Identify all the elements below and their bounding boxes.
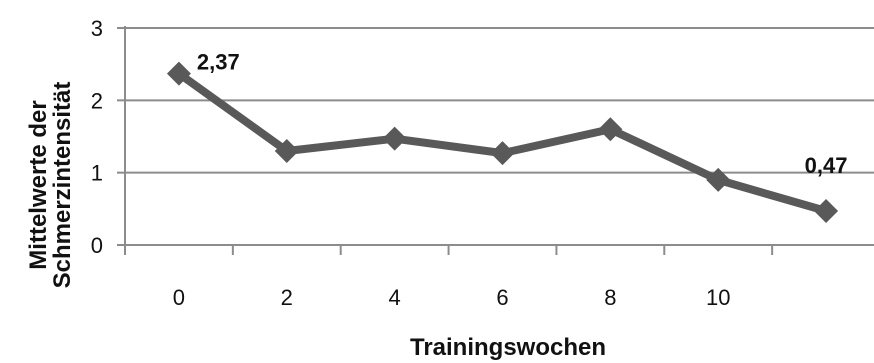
- x-tick-label: 4: [389, 285, 401, 310]
- y-tick-label: 0: [91, 233, 103, 258]
- x-tick-label: 6: [496, 285, 508, 310]
- x-tick-label: 0: [173, 285, 185, 310]
- x-tick-label: 2: [281, 285, 293, 310]
- data-point-marker: [274, 138, 299, 163]
- x-tick-labels: 0 2 4 6 8 10: [173, 285, 731, 310]
- data-point-marker: [382, 126, 407, 151]
- data-point-marker: [166, 61, 191, 86]
- data-label: 0,47: [805, 153, 848, 178]
- y-tick-label: 2: [91, 88, 103, 113]
- y-axis-title: Mittelwerte der Schmerzintensität: [25, 82, 76, 289]
- y-tick-label: 3: [91, 16, 103, 41]
- series-1: [166, 61, 839, 224]
- x-axis-title: Trainingswochen: [410, 334, 606, 361]
- data-point-marker: [490, 141, 515, 166]
- data-labels: 2,37 0,47: [197, 50, 848, 178]
- data-point-marker: [814, 199, 839, 224]
- y-axis-title-line-1: Mittelwerte der: [25, 100, 52, 269]
- data-point-marker: [598, 117, 623, 142]
- data-point-marker: [706, 167, 731, 192]
- gridlines: [125, 27, 874, 174]
- y-tick-labels: 0 1 2 3: [91, 16, 103, 258]
- x-tick-label: 8: [604, 285, 616, 310]
- data-label: 2,37: [197, 50, 240, 75]
- y-tick-label: 1: [91, 161, 103, 186]
- x-tick-label: 10: [706, 285, 730, 310]
- y-axis-title-line-2: Schmerzintensität: [49, 82, 76, 289]
- axes: [117, 26, 874, 255]
